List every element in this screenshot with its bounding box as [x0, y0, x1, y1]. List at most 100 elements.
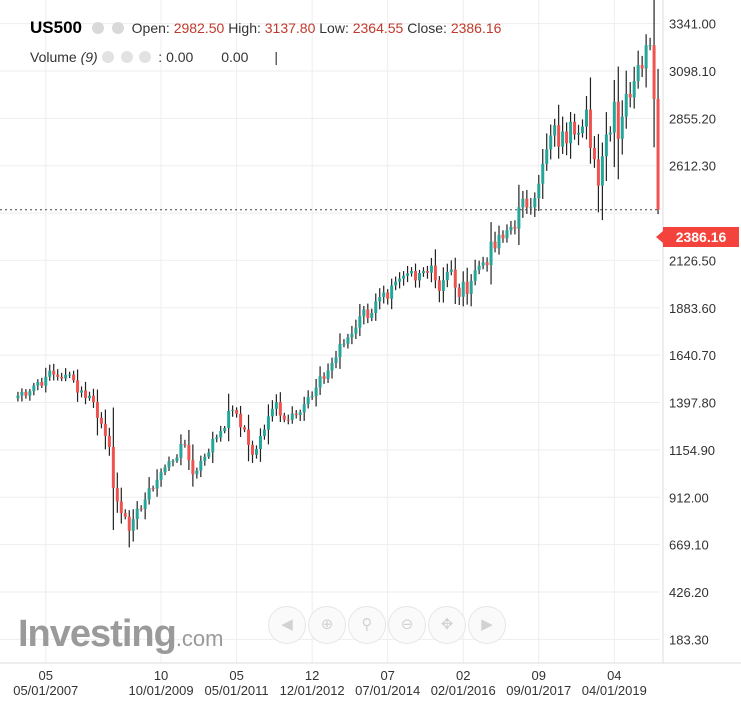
candle-up — [16, 395, 20, 399]
x-tick-label: 05 — [39, 668, 53, 683]
candle-down — [151, 488, 155, 490]
candle-down — [513, 226, 517, 229]
candle-up — [382, 292, 386, 298]
zoom-in-icon[interactable]: ⊕ — [308, 606, 346, 644]
open-value: 2982.50 — [173, 20, 225, 36]
candle-up — [262, 429, 266, 436]
y-tick-label: 1640.70 — [669, 348, 716, 363]
candle-up — [28, 391, 32, 396]
arrow-left-icon[interactable]: ◀ — [268, 606, 306, 644]
y-tick-label: 1154.90 — [669, 443, 715, 458]
brand-suffix: .com — [175, 626, 224, 651]
candle-up — [223, 428, 227, 432]
candle-up — [553, 125, 557, 136]
gear-icon[interactable] — [120, 51, 133, 63]
pan-icon[interactable]: ✥ — [428, 606, 466, 644]
candle-up — [505, 230, 509, 239]
ohlc-legend: US500 Open: 2982.50 High: 3137.80 Low: 2… — [30, 18, 501, 38]
candle-up — [600, 156, 604, 186]
x-tick-date: 04/01/2019 — [582, 683, 647, 698]
candle-up — [398, 278, 402, 282]
candle-down — [493, 241, 497, 249]
y-tick-label: 183.30 — [669, 632, 709, 647]
candle-up — [258, 435, 262, 449]
y-tick-label: 3341.00 — [669, 17, 716, 32]
candle-up — [549, 135, 553, 150]
candle-up — [203, 456, 207, 461]
candle-down — [278, 402, 282, 416]
candle-up — [211, 438, 215, 453]
candle-up — [334, 357, 338, 363]
gear-icon[interactable] — [111, 22, 124, 34]
candle-up — [163, 467, 167, 473]
candle-up — [147, 488, 151, 500]
candle-down — [457, 287, 461, 297]
candle-down — [294, 413, 298, 416]
candle-up — [577, 133, 581, 135]
candle-up — [302, 404, 306, 413]
candle-up — [394, 281, 398, 286]
brand-name: Investing — [18, 613, 177, 655]
candle-up — [541, 163, 545, 184]
candle-down — [187, 444, 191, 461]
candle-down — [40, 382, 44, 386]
candle-up — [68, 374, 72, 376]
candle-down — [565, 131, 569, 144]
candle-up — [632, 81, 636, 98]
candle-down — [60, 376, 64, 379]
eye-icon[interactable] — [91, 22, 104, 34]
x-tick-date: 09/01/2017 — [506, 683, 571, 698]
candle-up — [346, 337, 350, 344]
volume-value-2: 0.00 — [221, 49, 249, 65]
candle-up — [497, 234, 501, 249]
candle-up — [143, 499, 147, 509]
candle-up — [441, 280, 445, 291]
candle-up — [274, 402, 278, 409]
volume-period: (9) — [80, 49, 98, 65]
candle-up — [270, 408, 274, 417]
arrow-right-icon[interactable]: ▶ — [468, 606, 506, 644]
y-tick-label: 2612.30 — [669, 159, 716, 174]
candle-down — [453, 269, 457, 288]
x-tick-date: 12/01/2012 — [280, 683, 345, 698]
candle-up — [648, 45, 652, 47]
candle-up — [350, 333, 354, 338]
candle-down — [84, 390, 88, 399]
investing-logo: Investing.com — [18, 613, 224, 656]
grid-lines — [0, 0, 660, 663]
candle-up — [569, 121, 573, 144]
candle-up — [517, 207, 521, 229]
eye-icon[interactable] — [101, 51, 114, 63]
x-tick-date: 07/01/2014 — [355, 683, 420, 698]
candle-up — [445, 271, 449, 281]
high-value: 3137.80 — [264, 20, 316, 36]
candle-up — [529, 207, 533, 209]
x-tick-date: 05/01/2007 — [13, 683, 78, 698]
candle-up — [310, 396, 314, 398]
candle-down — [485, 262, 489, 266]
close-icon[interactable] — [139, 51, 152, 63]
zoom-reset-icon[interactable]: ⚲ — [348, 606, 386, 644]
zoom-out-icon[interactable]: ⊖ — [388, 606, 426, 644]
y-tick-label: 2126.50 — [669, 253, 716, 268]
candle-up — [521, 198, 525, 208]
candle-up — [449, 269, 453, 272]
candle-up — [370, 312, 374, 318]
candle-down — [127, 516, 131, 531]
candle-up — [44, 376, 48, 386]
candle-down — [111, 446, 115, 488]
candle-up — [20, 391, 24, 396]
candle-up — [354, 327, 358, 334]
candle-up — [199, 460, 203, 471]
candle-down — [588, 109, 592, 148]
candle-up — [254, 448, 258, 455]
candle-up — [175, 457, 179, 462]
candle-up — [155, 479, 159, 489]
candle-up — [358, 316, 362, 328]
y-tick-label: 669.10 — [669, 538, 709, 553]
volume-legend: Volume (9) : 0.00 0.00 | — [30, 49, 278, 65]
candle-up — [80, 390, 84, 393]
candle-up — [584, 109, 588, 127]
